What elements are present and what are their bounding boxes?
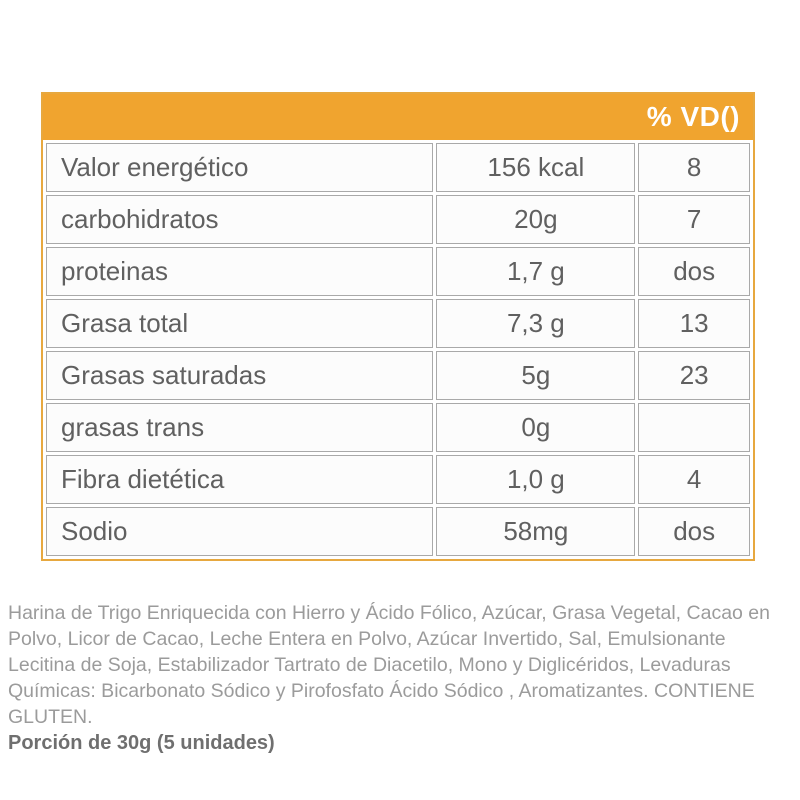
vd-header-label: % VD() <box>646 101 740 132</box>
table-row: Valor energético 156 kcal 8 <box>46 143 750 192</box>
nutrient-amount-cell: 156 kcal <box>436 143 636 192</box>
table-row: carbohidratos 20g 7 <box>46 195 750 244</box>
nutrient-name-cell: carbohidratos <box>46 195 434 244</box>
nutrition-facts-table: % VD() Valor energético 156 kcal 8 carbohid… <box>41 92 755 561</box>
portion-text: Porción de 30g (5 unidades) <box>8 732 275 754</box>
nutrient-name-cell: grasas trans <box>46 403 434 452</box>
nutrient-name-cell: Fibra dietética <box>46 455 434 504</box>
nutrition-table-body: Valor energético 156 kcal 8 carbohidratos 20… <box>46 143 750 556</box>
nutrient-name-cell: Grasa total <box>46 299 434 348</box>
nutrient-vd-percent-cell: 13 <box>638 299 750 348</box>
table-row: proteinas 1,7 g dos <box>46 247 750 296</box>
nutrient-name-cell: Valor energético <box>46 143 434 192</box>
nutrient-vd-percent-cell: 7 <box>638 195 750 244</box>
table-row: Sodio 58mg dos <box>46 507 750 556</box>
nutrients-table: Valor energético 156 kcal 8 carbohidratos 20… <box>43 140 753 559</box>
nutrient-name-cell: Sodio <box>46 507 434 556</box>
nutrient-vd-percent-cell: 23 <box>638 351 750 400</box>
nutrient-name-cell: proteinas <box>46 247 434 296</box>
nutrient-vd-percent-cell: dos <box>638 247 750 296</box>
nutrient-vd-percent-cell: 8 <box>638 143 750 192</box>
nutrient-vd-percent-cell <box>638 403 750 452</box>
table-row: Grasas saturadas 5g 23 <box>46 351 750 400</box>
nutrient-amount-cell: 0g <box>436 403 636 452</box>
nutrient-vd-percent-cell: 4 <box>638 455 750 504</box>
nutrient-name-cell: Grasas saturadas <box>46 351 434 400</box>
nutrient-amount-cell: 5g <box>436 351 636 400</box>
nutrient-amount-cell: 7,3 g <box>436 299 636 348</box>
nutrient-amount-cell: 1,0 g <box>436 455 636 504</box>
table-row: grasas trans 0g <box>46 403 750 452</box>
nutrient-vd-percent-cell: dos <box>638 507 750 556</box>
ingredients-text: Harina de Trigo Enriquecida con Hierro y… <box>8 602 770 728</box>
table-row: Grasa total 7,3 g 13 <box>46 299 750 348</box>
nutrient-amount-cell: 20g <box>436 195 636 244</box>
nutrient-amount-cell: 1,7 g <box>436 247 636 296</box>
ingredients-block: Harina de Trigo Enriquecida con Hierro y… <box>8 600 796 757</box>
table-header-bar: % VD() <box>43 94 753 140</box>
nutrient-amount-cell: 58mg <box>436 507 636 556</box>
